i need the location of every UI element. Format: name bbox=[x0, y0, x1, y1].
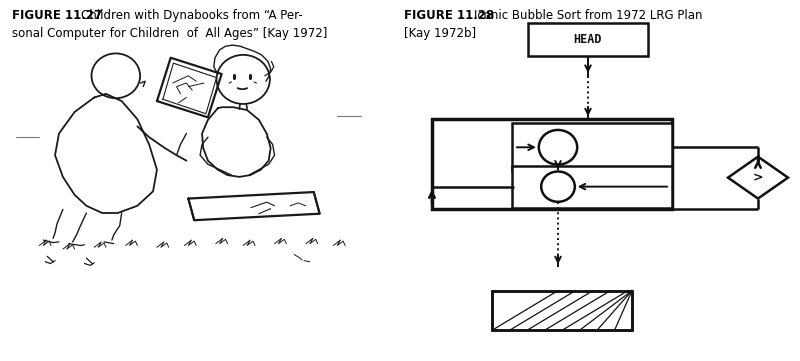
Text: [Kay 1972b]: [Kay 1972b] bbox=[404, 27, 476, 40]
Bar bbox=[512, 166, 672, 208]
Circle shape bbox=[542, 171, 574, 202]
Bar bbox=[432, 119, 672, 209]
Text: FIGURE 11.27: FIGURE 11.27 bbox=[12, 9, 102, 22]
Text: >: > bbox=[753, 171, 763, 184]
Circle shape bbox=[539, 130, 578, 165]
Bar bbox=[492, 291, 632, 330]
Text: sonal Computer for Children  of  All Ages” [Kay 1972]: sonal Computer for Children of All Ages”… bbox=[12, 27, 327, 40]
Text: Iconic Bubble Sort from 1972 LRG Plan: Iconic Bubble Sort from 1972 LRG Plan bbox=[474, 9, 702, 22]
Text: HEAD: HEAD bbox=[574, 33, 602, 46]
Bar bbox=[512, 123, 672, 171]
Text: FIGURE 11.28: FIGURE 11.28 bbox=[404, 9, 494, 22]
Polygon shape bbox=[728, 157, 788, 199]
Text: Children with Dynabooks from “A Per-: Children with Dynabooks from “A Per- bbox=[81, 9, 302, 22]
Bar bbox=[492, 291, 632, 330]
Bar bbox=[528, 23, 648, 56]
